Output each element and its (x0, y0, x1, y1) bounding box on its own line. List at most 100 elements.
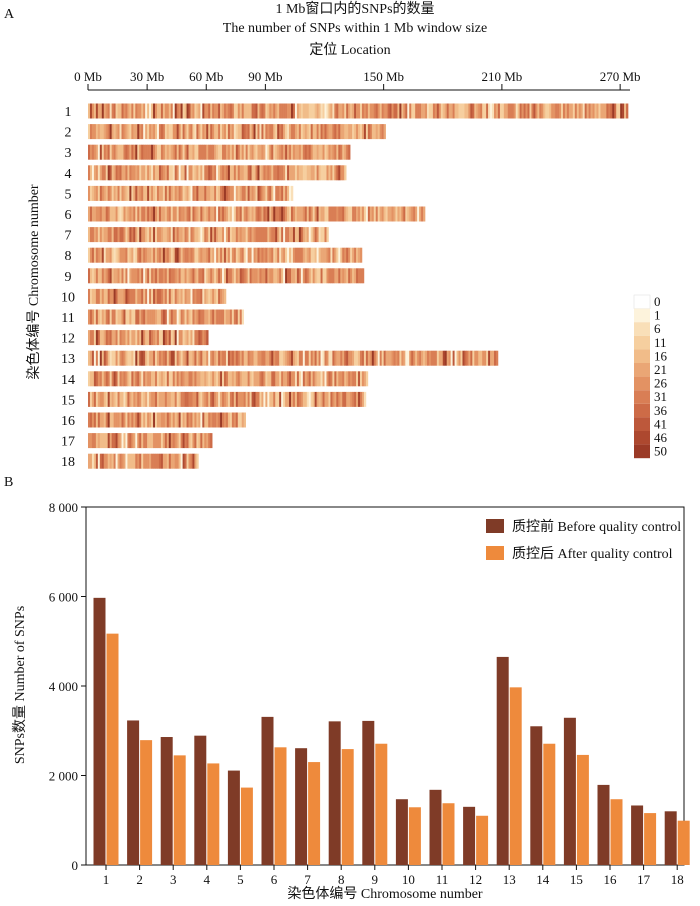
window-cell (111, 412, 114, 428)
window-cell (287, 268, 290, 284)
window-cell (304, 124, 308, 140)
window-cell (135, 185, 138, 201)
window-cell (139, 288, 142, 304)
window-cell (194, 185, 197, 201)
window-cell (354, 247, 357, 263)
window-cell (220, 206, 223, 222)
legend-label: 36 (654, 403, 668, 418)
window-cell (273, 206, 276, 222)
window-cell (200, 433, 203, 449)
window-cell (137, 433, 140, 449)
window-cell (153, 288, 156, 304)
window-cell (170, 371, 174, 387)
window-cell (405, 103, 408, 119)
window-cell (328, 247, 331, 263)
window-cell (231, 165, 235, 181)
chromosome-stripe (88, 247, 363, 263)
window-cell (133, 227, 136, 243)
window-cell (198, 371, 201, 387)
window-cell (158, 165, 162, 181)
window-cell (310, 391, 313, 407)
window-cell (352, 103, 355, 119)
window-cell (131, 433, 134, 449)
window-cell (166, 103, 170, 119)
window-cell (139, 433, 142, 449)
window-cell (192, 309, 195, 325)
window-cell (204, 103, 207, 119)
window-cell (281, 350, 284, 366)
window-cell (113, 165, 116, 181)
window-cell (223, 412, 227, 428)
window-cell (147, 453, 150, 469)
window-cell (312, 350, 315, 366)
chromosome-stripe (88, 433, 213, 449)
window-cell (184, 288, 187, 304)
window-cell (155, 185, 158, 201)
window-cell (107, 412, 110, 428)
window-cell (95, 371, 99, 387)
window-cell (196, 453, 199, 469)
window-cell (89, 144, 93, 160)
window-cell (162, 124, 166, 140)
window-cell (389, 103, 392, 119)
window-cell (162, 206, 166, 222)
window-cell (93, 206, 97, 222)
window-cell (164, 288, 168, 304)
window-cell (241, 227, 245, 243)
window-cell (212, 103, 215, 119)
window-cell (263, 206, 266, 222)
window-cell (121, 309, 124, 325)
x-tick-label: 10 (402, 872, 415, 887)
window-cell (119, 330, 122, 346)
window-cell (271, 206, 274, 222)
window-cell (91, 433, 95, 449)
bar-after-qc (442, 803, 455, 865)
window-cell (468, 103, 471, 119)
window-cell (117, 247, 120, 263)
window-cell (184, 330, 187, 346)
window-cell (225, 309, 229, 325)
window-cell (156, 103, 160, 119)
window-cell (135, 165, 138, 181)
window-cell (273, 185, 276, 201)
window-cell (107, 371, 110, 387)
window-cell (235, 350, 239, 366)
window-cell (336, 391, 339, 407)
window-cell (233, 165, 237, 181)
x-tick-label: 12 (469, 872, 482, 887)
window-cell (411, 206, 414, 222)
window-cell (109, 412, 112, 428)
window-cell (300, 206, 304, 222)
window-cell (210, 309, 213, 325)
window-cell (326, 391, 329, 407)
window-cell (172, 227, 176, 243)
legend-label: 6 (654, 321, 661, 336)
window-cell (263, 391, 266, 407)
window-cell (249, 144, 252, 160)
window-cell (304, 350, 308, 366)
window-cell (495, 103, 499, 119)
window-cell (227, 371, 231, 387)
window-cell (93, 103, 97, 119)
window-cell (263, 165, 266, 181)
window-cell (417, 206, 420, 222)
window-cell (233, 227, 237, 243)
window-cell (220, 185, 223, 201)
window-cell (265, 144, 268, 160)
window-cell (214, 165, 217, 181)
window-cell (149, 206, 152, 222)
window-cell (143, 124, 146, 140)
window-cell (287, 350, 290, 366)
window-cell (107, 165, 110, 181)
window-cell (222, 144, 225, 160)
window-cell (279, 124, 282, 140)
window-cell (275, 124, 278, 140)
window-cell (212, 206, 215, 222)
window-cell (247, 165, 250, 181)
window-cell (206, 227, 209, 243)
window-cell (166, 288, 170, 304)
window-cell (210, 391, 213, 407)
window-cell (308, 165, 312, 181)
window-cell (208, 165, 211, 181)
bar-before-qc (362, 720, 375, 865)
